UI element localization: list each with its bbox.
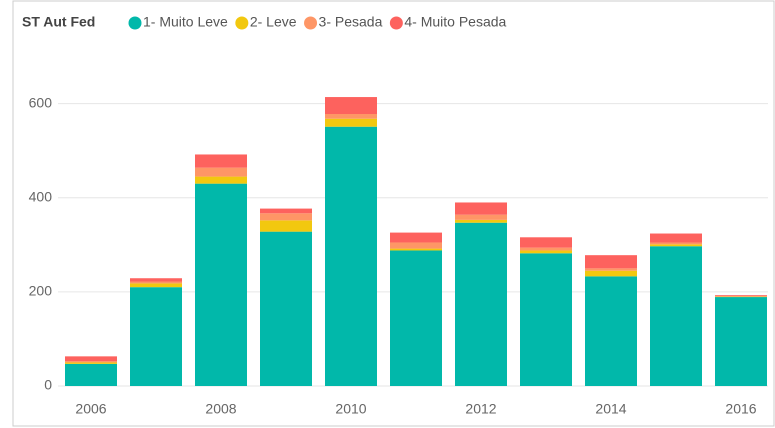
legend-label: 1- Muito Leve xyxy=(143,14,228,30)
bar-segment xyxy=(650,233,702,243)
bar-segment xyxy=(325,114,377,119)
bar-segment xyxy=(390,248,442,251)
bar-segment xyxy=(585,276,637,386)
x-tick-label: 2006 xyxy=(75,401,106,417)
bar-segment xyxy=(650,246,702,386)
legend-swatch xyxy=(304,16,318,30)
bar-segment xyxy=(260,208,312,214)
frame xyxy=(12,0,775,427)
bar-segment xyxy=(390,250,442,386)
bar-segment xyxy=(195,176,247,184)
bar-segment xyxy=(520,247,572,251)
legend-swatch xyxy=(235,16,249,30)
bar-segment xyxy=(195,167,247,177)
x-tick-label: 2014 xyxy=(595,401,626,417)
bar-segment xyxy=(130,281,182,284)
bar-segment xyxy=(130,278,182,282)
bar-segment xyxy=(65,362,117,364)
y-tick-label: 600 xyxy=(29,94,53,110)
legend-label: 3- Pesada xyxy=(319,14,383,30)
bar-segment xyxy=(260,220,312,232)
bar-segment xyxy=(715,297,767,386)
x-tick-label: 2016 xyxy=(725,401,756,417)
bar-segment xyxy=(195,183,247,386)
y-tick-label: 0 xyxy=(44,377,52,393)
bar-segment xyxy=(520,237,572,248)
bar-segment xyxy=(260,213,312,221)
legend-label: 2- Leve xyxy=(250,14,297,30)
bar-segment xyxy=(520,253,572,386)
bar-segment xyxy=(650,244,702,247)
y-tick-label: 200 xyxy=(29,283,53,299)
bar-segment xyxy=(390,232,442,243)
bar-segment xyxy=(65,363,117,386)
x-tick-label: 2010 xyxy=(335,401,366,417)
legend-swatch xyxy=(389,16,403,30)
x-tick-label: 2008 xyxy=(205,401,236,417)
bar-segment xyxy=(455,202,507,215)
bar-segment xyxy=(260,231,312,386)
bar-segment xyxy=(455,219,507,223)
bar-segment xyxy=(715,295,767,297)
legend-label: 4- Muito Pesada xyxy=(404,14,506,30)
chart-title: ST Aut Fed xyxy=(22,14,95,30)
bar-segment xyxy=(130,283,182,288)
bar-segment xyxy=(455,214,507,220)
bar-segment xyxy=(390,242,442,249)
bar-segment xyxy=(650,242,702,245)
bar-segment xyxy=(65,361,117,363)
bar-segment xyxy=(65,356,117,362)
bar-segment xyxy=(325,97,377,114)
legend-swatch xyxy=(128,16,142,30)
bar-segment xyxy=(455,222,507,386)
x-tick-label: 2012 xyxy=(465,401,496,417)
y-tick-label: 400 xyxy=(29,188,53,204)
bar-segment xyxy=(520,250,572,254)
bar-segment xyxy=(585,268,637,271)
bar-segment xyxy=(195,154,247,168)
bar-segment xyxy=(325,118,377,127)
bar-segment xyxy=(325,126,377,387)
bar-segment xyxy=(130,287,182,386)
bar-segment xyxy=(585,270,637,277)
bar-segment xyxy=(585,255,637,269)
